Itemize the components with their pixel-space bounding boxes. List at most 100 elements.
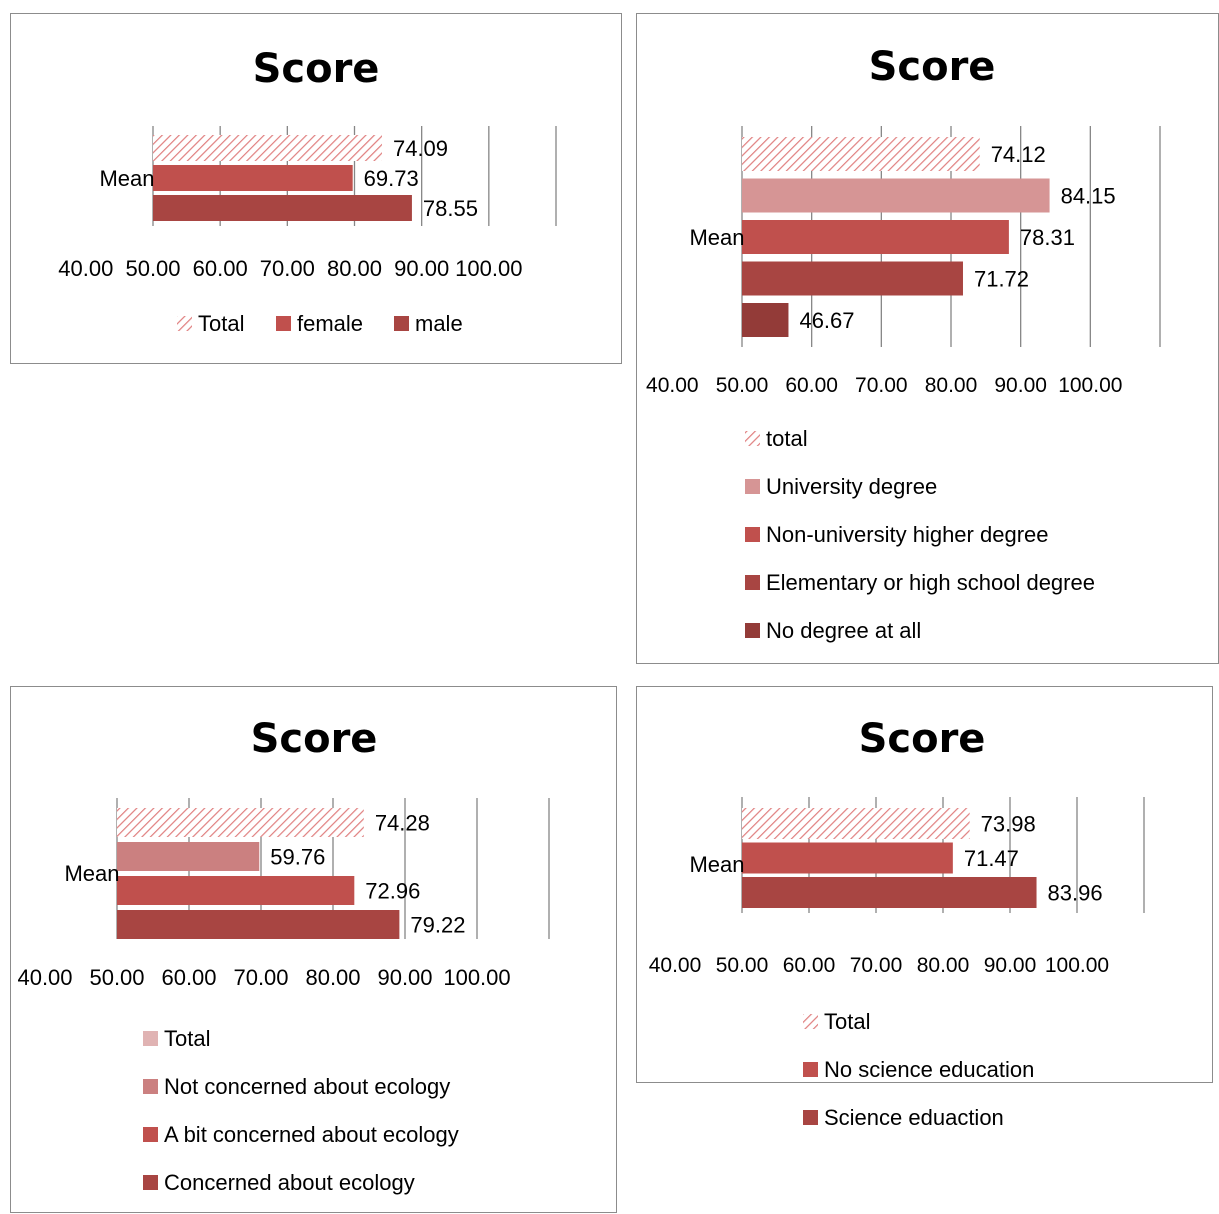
data-label: 79.22 [410,913,465,938]
legend-label: University degree [766,474,937,499]
bar-not-concerned-about-ecology [117,842,260,871]
x-tick-label: 100.00 [455,256,522,281]
bar-female [153,165,353,191]
category-label: Mean [64,861,119,886]
legend-swatch [276,316,291,331]
bar-no-science-education [742,842,953,874]
legend-item: Concerned about ecology [143,1170,415,1195]
legend-label: total [766,426,808,451]
x-tick-label: 40.00 [58,256,113,281]
x-tick-label: 70.00 [850,954,903,977]
legend-swatch [143,1079,158,1094]
category-label: Mean [99,166,154,191]
chart-title: Score [253,46,380,92]
chart-title: Score [859,716,986,762]
data-label: 83.96 [1048,881,1103,906]
bar-total [153,135,382,161]
data-label: 84.15 [1061,184,1116,209]
bar-science-eduaction [742,877,1037,908]
data-label: 71.47 [964,846,1019,871]
x-tick-label: 90.00 [394,256,449,281]
chart-svg-ecology: Score 74.28 59.76 72.96 79.22 Mean 40.00 50.00 6… [17,716,550,1195]
chart-svg-science: Score 73.98 71.47 83.96 Mean 40.00 50.00 60.00 7… [649,716,1145,1130]
chart-panel-education: Score 74.12 84.15 78.31 71.72 46.67 Mean 40.00 5… [636,13,1219,664]
chart-title: Score [869,44,996,90]
chart-title: Score [251,716,378,762]
x-tick-label: 90.00 [984,954,1037,977]
data-label: 74.28 [375,811,430,836]
legend-swatch [143,1031,158,1046]
x-tick-label: 70.00 [233,965,288,990]
bar-total [742,137,980,171]
legend-label: Total [824,1009,870,1034]
bar-concerned-about-ecology [117,910,400,939]
legend-item: Science eduaction [803,1105,1004,1130]
legend-swatch [803,1110,818,1125]
x-tick-label: 100.00 [1058,374,1122,397]
legend-item: Total [177,311,244,336]
bar-elementary-or-high-school-degree [742,261,963,296]
bar-a-bit-concerned-about-ecology [117,876,355,905]
x-tick-label: 100.00 [1045,954,1109,977]
legend-swatch [803,1062,818,1077]
category-label: Mean [689,225,744,250]
legend-label: Science eduaction [824,1105,1004,1130]
chart-panel-science: Score 73.98 71.47 83.96 Mean 40.00 50.00 60.00 7… [636,686,1213,1130]
data-label: 74.09 [393,136,448,161]
legend-swatch [745,527,760,542]
x-tick-label: 70.00 [855,374,908,397]
bar-total [742,808,970,839]
legend-item: Total [143,1026,210,1051]
x-tick-label: 60.00 [161,965,216,990]
legend-item: Elementary or high school degree [745,570,1095,595]
x-tick-label: 90.00 [994,374,1047,397]
x-tick-label: 100.00 [443,965,510,990]
x-tick-label: 80.00 [917,954,970,977]
x-tick-label: 40.00 [649,954,702,977]
x-tick-label: 60.00 [193,256,248,281]
legend-item: male [394,311,463,336]
legend-label: Elementary or high school degree [766,570,1095,595]
data-label: 71.72 [974,267,1029,292]
legend-item: Non-university higher degree [745,522,1049,547]
legend-swatch [803,1014,818,1029]
data-label: 74.12 [991,142,1046,167]
legend-swatch [745,431,760,446]
bar-no-degree-at-all [742,303,789,337]
x-tick-label: 60.00 [783,954,836,977]
x-tick-label: 80.00 [925,374,978,397]
x-tick-label: 50.00 [89,965,144,990]
legend-item: Not concerned about ecology [143,1074,450,1099]
data-label: 69.73 [364,166,419,191]
legend-swatch [394,316,409,331]
legend-label: Total [198,311,244,336]
legend-label: A bit concerned about ecology [164,1122,459,1147]
x-tick-label: 80.00 [305,965,360,990]
legend-label: No science education [824,1057,1034,1082]
data-label: 46.67 [799,308,854,333]
legend-item: No science education [803,1057,1034,1082]
legend-label: Not concerned about ecology [164,1074,450,1099]
data-label: 72.96 [365,879,420,904]
legend-item: A bit concerned about ecology [143,1122,459,1147]
legend-swatch [745,575,760,590]
x-tick-label: 50.00 [716,374,769,397]
data-label: 78.31 [1020,225,1075,250]
legend-label: female [297,311,363,336]
legend-label: male [415,311,463,336]
x-tick-label: 50.00 [716,954,769,977]
x-tick-label: 70.00 [260,256,315,281]
legend-item: female [276,311,363,336]
data-label: 73.98 [981,812,1036,837]
data-label: 78.55 [423,196,478,221]
legend-label: No degree at all [766,618,921,643]
legend-item: Total [803,1009,870,1034]
x-tick-label: 40.00 [646,374,699,397]
bar-male [153,195,412,221]
legend-label: Total [164,1026,210,1051]
bar-total [117,808,364,837]
legend-item: No degree at all [745,618,921,643]
chart-panel-gender: Score 74.09 69.73 78.55 Mean 40.00 50.00 60.00 7… [10,13,622,364]
legend-item: total [745,426,808,451]
